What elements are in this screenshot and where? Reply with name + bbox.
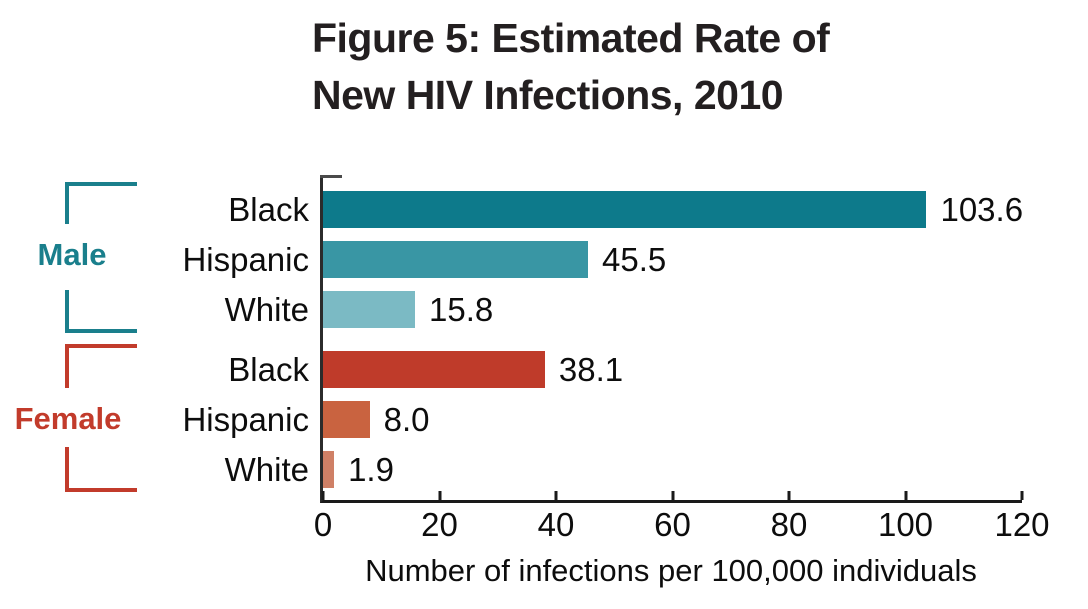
bar-male-black xyxy=(323,191,927,228)
category-label: Hispanic xyxy=(182,401,309,438)
value-label: 103.6 xyxy=(940,191,1024,228)
x-tick xyxy=(1020,491,1024,500)
x-tick xyxy=(904,491,907,500)
x-tick-label: 20 xyxy=(421,506,458,543)
category-label: White xyxy=(224,291,309,328)
bar-row-male-black: Black 103.6 xyxy=(228,191,1024,228)
x-tick-label: 60 xyxy=(654,506,691,543)
bar-row-female-hispanic: Hispanic 8.0 xyxy=(182,401,1022,438)
bar-row-male-white: White 15.8 xyxy=(225,291,1022,328)
category-label: White xyxy=(224,451,309,488)
x-tick-label: 0 xyxy=(313,506,333,543)
female-bracket-upper xyxy=(65,344,137,388)
x-tick xyxy=(671,491,674,500)
x-tick xyxy=(321,491,325,500)
x-tick-label: 40 xyxy=(537,506,575,543)
y-axis-top-cap xyxy=(320,175,342,178)
chart-title-line2: New HIV Infections, 2010 xyxy=(312,72,784,118)
value-label: 1.9 xyxy=(348,451,394,488)
x-tick xyxy=(554,491,558,500)
value-label: 15.8 xyxy=(429,291,494,328)
bar-row-male-hispanic: Hispanic 45.5 xyxy=(182,241,1022,278)
x-tick-label: 100 xyxy=(877,506,934,543)
male-bracket-lower xyxy=(65,290,137,333)
value-label: 45.5 xyxy=(602,241,667,278)
x-tick-label: 120 xyxy=(994,506,1050,543)
plot-area: Black 103.6 Hispanic 45.5 White 15.8 Bla… xyxy=(182,175,1050,543)
bar-male-hispanic xyxy=(323,241,589,278)
chart-title-line1: Figure 5: Estimated Rate of xyxy=(312,15,830,61)
value-label: 38.1 xyxy=(558,351,624,388)
male-bracket-upper xyxy=(65,182,137,224)
male-group-label: Male xyxy=(37,237,107,272)
bar-female-white xyxy=(323,451,335,488)
x-tick xyxy=(438,491,441,500)
female-bracket-lower xyxy=(65,447,137,492)
value-label: 8.0 xyxy=(383,401,430,438)
x-tick-label: 80 xyxy=(770,506,808,543)
category-label: Hispanic xyxy=(182,241,309,278)
female-group-label: Female xyxy=(14,401,122,436)
category-label: Black xyxy=(228,351,309,388)
chart-title: Figure 5: Estimated Rate of New HIV Infe… xyxy=(312,10,830,124)
bar-male-white xyxy=(323,291,416,328)
category-label: Black xyxy=(228,191,309,228)
x-tick xyxy=(787,491,791,500)
bar-row-female-black: Black 38.1 xyxy=(228,351,1022,388)
bar-row-female-white: White 1.9 xyxy=(225,451,1022,488)
bar-female-black xyxy=(323,351,545,388)
bar-female-hispanic xyxy=(323,401,370,438)
x-axis-title: Number of infections per 100,000 individ… xyxy=(365,553,977,588)
